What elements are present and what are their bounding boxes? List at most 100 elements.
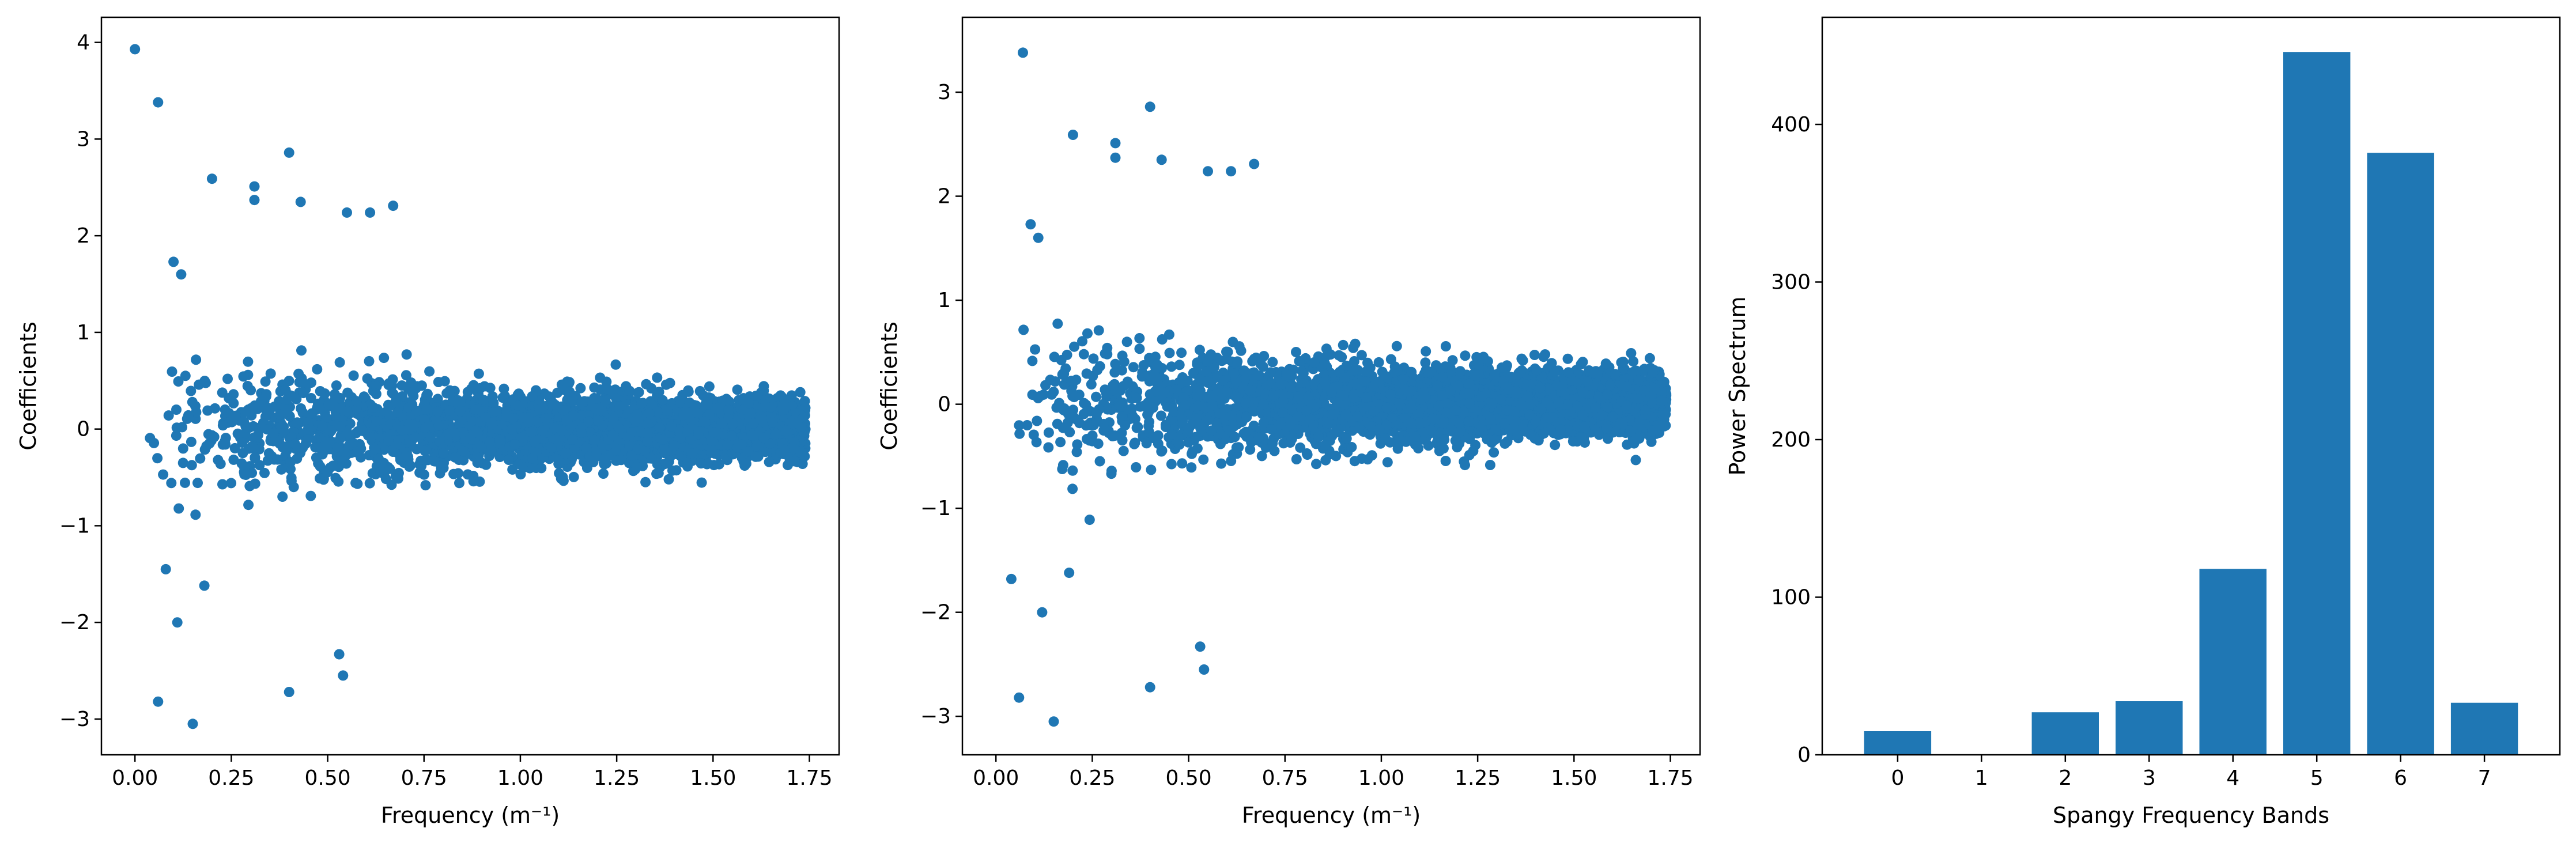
x-tick-label: 1.50 (690, 766, 736, 790)
x-tick-label: 0.00 (112, 766, 158, 790)
scatter-point (388, 201, 399, 211)
scatter-point (331, 380, 342, 391)
y-tick-label: −3 (59, 708, 90, 731)
scatter-point (282, 394, 292, 405)
scatter-point (758, 432, 769, 443)
scatter-point (303, 424, 313, 435)
scatter-point (589, 434, 600, 445)
scatter-point (228, 398, 239, 409)
y-tick-label: 2 (77, 224, 90, 248)
scatter-point (265, 368, 276, 379)
scatter-point (512, 400, 523, 411)
scatter-point (396, 425, 407, 436)
scatter-point (238, 371, 249, 382)
scatter-point (285, 457, 296, 468)
scatter-point (268, 428, 279, 438)
scatter-point (795, 387, 806, 398)
scatter-point (560, 448, 571, 459)
scatter-point (658, 434, 668, 445)
scatter-point (153, 696, 164, 707)
scatter-point (770, 429, 781, 440)
scatter-point (420, 445, 430, 456)
scatter-point (432, 406, 443, 417)
scatter-point (425, 432, 436, 443)
scatter-point (405, 460, 416, 471)
scatter-point (789, 444, 800, 455)
scatter-point (245, 385, 256, 396)
scatter-point (682, 409, 692, 419)
scatter-point (284, 687, 294, 697)
scatter-point (186, 436, 197, 447)
scatter-point (644, 407, 655, 418)
scatter-point (441, 388, 452, 399)
scatter-point (1057, 460, 1068, 471)
scatter-point (228, 454, 239, 465)
scatter-point (429, 456, 440, 467)
scatter-point (173, 503, 184, 514)
scatter-point (693, 429, 704, 440)
scatter-point (217, 479, 228, 490)
scatter-point (418, 469, 429, 480)
scatter-point (206, 173, 217, 184)
x-tick-label: 0.50 (304, 766, 350, 790)
scatter-point (799, 396, 810, 407)
scatter-point (598, 468, 609, 479)
scatter-point (350, 478, 361, 489)
scatter-point (722, 440, 732, 451)
scatter-point (190, 509, 201, 520)
scatter-point (592, 415, 603, 426)
scatter-point (382, 406, 392, 417)
scatter-point (240, 470, 251, 480)
scatter-point (1485, 460, 1495, 470)
scatter-point (226, 478, 237, 489)
scatter-point (727, 418, 738, 429)
scatter-point (716, 418, 727, 429)
scatter-point (199, 376, 210, 387)
scatter-point (568, 471, 579, 482)
scatter-point (277, 491, 288, 502)
scatter-point (388, 388, 399, 399)
scatter-point (249, 181, 260, 192)
scatter-point (708, 427, 719, 438)
scatter-point (506, 424, 517, 435)
scatter-point (364, 478, 375, 489)
scatter-point (669, 440, 679, 451)
scatter-point (767, 417, 778, 428)
y-axis-label-left: Coefficients (16, 322, 41, 451)
scatter-point (171, 430, 182, 441)
scatter-point (334, 649, 345, 660)
scatter-point (130, 44, 141, 55)
scatter-point (368, 402, 379, 413)
scatter-point (292, 417, 303, 428)
scatter-point (365, 207, 376, 218)
scatter-point (364, 356, 375, 366)
scatter-point (249, 195, 260, 206)
scatter-point (383, 436, 394, 447)
scatter-point (1421, 346, 1431, 357)
scatter-point (607, 430, 618, 441)
scatter-point (424, 366, 435, 377)
scatter-point (362, 373, 373, 384)
scatter-point (392, 407, 403, 418)
scatter-point (324, 437, 335, 448)
scatter-point (186, 460, 197, 471)
scatter-point (602, 384, 613, 395)
scatter-point (1032, 415, 1043, 426)
scatter-point (351, 396, 362, 407)
scatter-point (396, 380, 407, 391)
scatter-point (777, 400, 788, 410)
scatter-point (403, 451, 414, 462)
scatter-point (305, 490, 316, 501)
scatter-point (180, 370, 191, 381)
scatter-point (1106, 468, 1117, 479)
scatter-point (652, 372, 663, 383)
scatter-point (421, 390, 432, 400)
scatter-point (583, 416, 594, 427)
scatter-point (342, 207, 352, 218)
scatter-point (371, 388, 382, 399)
scatter-point (1082, 434, 1092, 444)
scatter-point (250, 452, 260, 463)
scatter-point (166, 478, 177, 489)
scatter-point (654, 422, 665, 433)
scatter-point (1134, 333, 1145, 343)
